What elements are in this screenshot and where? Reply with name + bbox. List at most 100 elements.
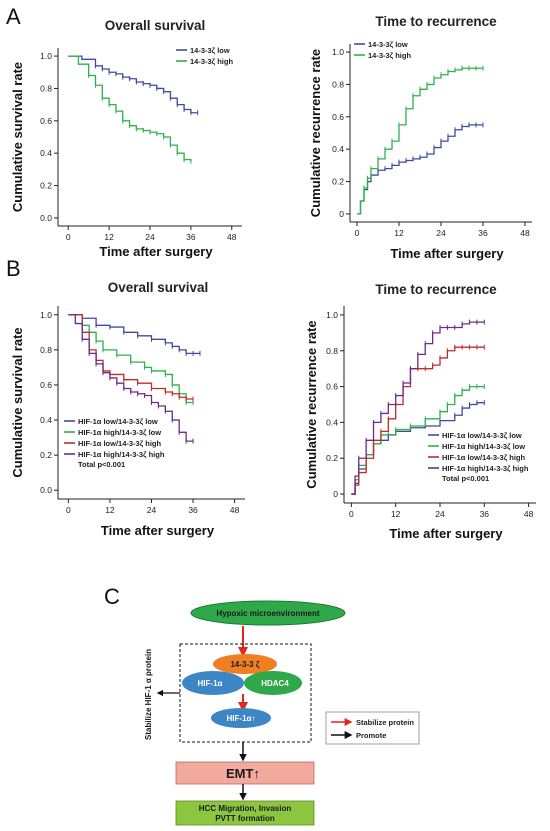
chart-title: Overall survival	[105, 18, 206, 33]
series-line-1	[68, 55, 192, 162]
y-tick-label: 1.0	[40, 51, 52, 61]
x-axis-label: Time after surgery	[99, 244, 213, 259]
x-tick-label: 24	[147, 505, 157, 515]
x-tick-label: 24	[145, 232, 155, 242]
y-axis-label: Cumulative recurrence rate	[308, 49, 323, 217]
node-hdac4-label: HDAC4	[261, 679, 289, 688]
x-tick-label: 36	[188, 505, 198, 515]
series-line-0	[68, 314, 200, 355]
x-axis-label: Time after surgery	[390, 246, 504, 261]
y-tick-label: 0.2	[40, 181, 52, 191]
side-label: Stabilize HIF-1 α protein	[144, 649, 153, 740]
hypoxic-node	[190, 600, 346, 626]
x-tick-label: 36	[480, 509, 490, 519]
y-axis-label: Cumulative recurrence rate	[304, 320, 319, 488]
x-tick-label: 12	[104, 232, 114, 242]
series-line-0	[357, 124, 483, 215]
y-tick-label: 0.2	[332, 177, 344, 187]
legend-label-3: HIF-1α high/14-3-3ζ high	[442, 464, 529, 473]
y-tick-label: 0.4	[332, 144, 344, 154]
p-value-annotation: Total p<0.001	[442, 474, 489, 483]
x-tick-label: 12	[105, 505, 115, 515]
legend-black-label: Promote	[356, 731, 386, 740]
x-tick-label: 36	[478, 228, 488, 238]
emt-label: EMT↑	[226, 766, 260, 781]
series-line-2	[68, 314, 194, 400]
y-axis-label: Cumulative survival rate	[10, 327, 25, 477]
y-tick-label: 0.8	[40, 83, 52, 93]
chart-b-overall-survival: 0 12 24 36 48 0.0 0.2 0.4 0.6 0.8 1.0 Overall survi…	[10, 280, 245, 538]
x-tick-label: 0	[349, 509, 354, 519]
legend-label-0: 14-3-3ζ low	[190, 46, 230, 55]
diagram-legend-box	[325, 711, 420, 745]
panel-letter-a: A	[6, 4, 21, 29]
node-hif-up	[211, 708, 271, 728]
hcc-line2: PVTT formation	[215, 814, 275, 823]
panel-letter-b: B	[6, 256, 21, 281]
chart-a-overall-survival: 0 12 24 36 48 0.0 0.2 0.4 0.6 0.8 1.0 Overall survi…	[10, 18, 242, 259]
legend-label-2: HIF-1α low/14-3-3ζ high	[442, 453, 525, 462]
y-tick-label: 0.8	[326, 346, 338, 356]
series-line-3	[351, 321, 485, 495]
legend-red-label: Stabilize protein	[356, 718, 414, 727]
y-axis-label: Cumulative survival rate	[10, 62, 25, 212]
y-tick-label: 0.0	[40, 213, 52, 223]
series-line-1	[68, 314, 194, 404]
y-tick-label: 0.2	[40, 450, 52, 460]
chart-a-time-to-recurrence: 0 12 24 36 48 0 0.2 0.4 0.6 0.8 1.0 Time to recurre…	[308, 14, 532, 261]
chart-b-time-to-recurrence: 0 12 24 36 48 0 0.2 0.4 0.6 0.8 1.0 Time to recurre…	[304, 282, 536, 541]
y-tick-label: 0.2	[326, 453, 338, 463]
y-tick-label: 0	[339, 209, 344, 219]
y-tick-label: 0.6	[326, 382, 338, 392]
y-tick-label: 0.6	[40, 116, 52, 126]
mechanism-diagram: Hypoxic microenvironment 14-3-3 ζ HIF-1α…	[144, 600, 420, 826]
chart-title: Time to recurrence	[375, 282, 497, 297]
legend-label-0: HIF-1α low/14-3-3ζ low	[442, 431, 522, 440]
series-line-1	[357, 67, 483, 215]
legend-label-0: 14-3-3ζ low	[368, 40, 408, 49]
node-1433	[213, 654, 277, 674]
node-hif-label: HIF-1α	[198, 679, 223, 688]
x-axis-label: Time after surgery	[389, 526, 503, 541]
node-hif	[182, 671, 244, 695]
node-1433-label: 14-3-3 ζ	[230, 660, 259, 669]
emt-box	[175, 761, 315, 785]
legend-label-1: HIF-1α high/14-3-3ζ low	[442, 442, 525, 451]
y-tick-label: 1.0	[40, 310, 52, 320]
x-tick-label: 12	[394, 228, 404, 238]
hcc-box	[175, 800, 315, 826]
y-tick-label: 1.0	[332, 47, 344, 57]
x-tick-label: 0	[66, 505, 71, 515]
legend-label-1: 14-3-3ζ high	[368, 51, 411, 60]
y-tick-label: 0.4	[40, 415, 52, 425]
node-hdac4	[244, 671, 302, 695]
panel-letter-c: C	[104, 584, 120, 609]
x-tick-label: 12	[391, 509, 401, 519]
x-tick-label: 48	[524, 509, 534, 519]
y-tick-label: 0.4	[40, 148, 52, 158]
x-tick-label: 0	[66, 232, 71, 242]
chart-title: Overall survival	[108, 280, 209, 295]
x-tick-label: 24	[436, 228, 446, 238]
legend-label-0: HIF-1α low/14-3-3ζ low	[78, 417, 158, 426]
x-tick-label: 36	[186, 232, 196, 242]
y-tick-label: 0.6	[332, 112, 344, 122]
hcc-line1: HCC Migration, Invasion	[199, 804, 292, 813]
y-tick-label: 0.0	[40, 485, 52, 495]
p-value-annotation: Total p<0.001	[78, 460, 125, 469]
series-line-0	[351, 402, 485, 495]
legend-label-3: HIF-1α high/14-3-3ζ high	[78, 450, 165, 459]
y-tick-label: 0.4	[326, 417, 338, 427]
x-tick-label: 48	[227, 232, 237, 242]
x-tick-label: 48	[520, 228, 530, 238]
legend-label-1: 14-3-3ζ high	[190, 57, 233, 66]
dashed-complex-box	[179, 643, 312, 743]
y-tick-label: 1.0	[326, 310, 338, 320]
legend-label-1: HIF-1α high/14-3-3ζ low	[78, 428, 161, 437]
y-tick-label: 0.8	[332, 79, 344, 89]
chart-title: Time to recurrence	[375, 14, 497, 29]
y-tick-label: 0	[333, 489, 338, 499]
legend-label-2: HIF-1α low/14-3-3ζ high	[78, 439, 161, 448]
x-tick-label: 24	[435, 509, 445, 519]
